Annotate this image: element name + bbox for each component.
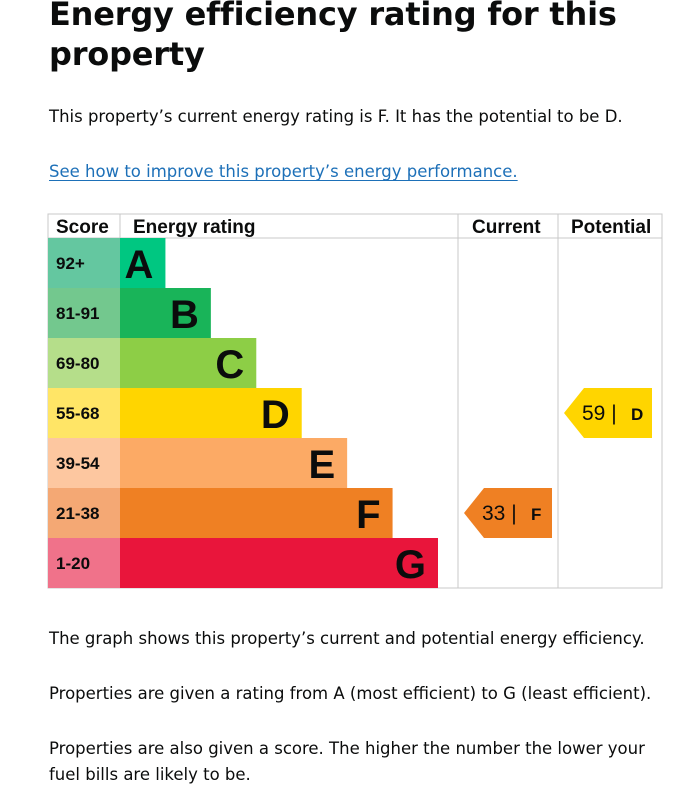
score-label-e: 39-54 xyxy=(56,454,100,473)
header-energy-rating: Energy rating xyxy=(133,217,255,238)
band-bar-e xyxy=(120,438,348,488)
epc-rating-chart: Score Energy rating Current Potential 92+ A 81… xyxy=(47,213,663,589)
note-graph: The graph shows this property’s current … xyxy=(49,629,645,648)
score-label-f: 21-38 xyxy=(56,504,99,523)
header-score: Score xyxy=(56,217,109,238)
improve-energy-link[interactable]: See how to improve this property’s energ… xyxy=(49,162,518,181)
band-letter-f: F xyxy=(356,493,380,537)
score-cell-f xyxy=(48,488,120,538)
score-label-a: 92+ xyxy=(56,254,85,273)
current-rating-score: 33 | xyxy=(482,502,517,525)
score-cell-e xyxy=(48,438,120,488)
band-bar-f xyxy=(120,488,393,538)
score-label-b: 81-91 xyxy=(56,304,99,323)
band-letter-e: E xyxy=(308,443,335,487)
band-bar-a xyxy=(120,238,166,288)
score-label-d: 55-68 xyxy=(56,404,99,423)
band-bar-d xyxy=(120,388,302,438)
score-cell-a xyxy=(48,238,120,288)
score-label-g: 1-20 xyxy=(56,554,90,573)
current-rating-letter: F xyxy=(531,505,541,524)
improve-link-paragraph: See how to improve this property’s energ… xyxy=(49,159,669,185)
potential-rating-arrow xyxy=(564,388,652,438)
intro-text: This property’s current energy rating is… xyxy=(49,107,623,126)
header-potential: Potential xyxy=(571,217,651,238)
score-cell-g xyxy=(48,538,120,588)
band-bar-g xyxy=(120,538,438,588)
note-score: Properties are also given a score. The h… xyxy=(49,739,645,784)
current-rating-arrow xyxy=(464,488,552,538)
header-current: Current xyxy=(472,217,541,238)
band-bar-c xyxy=(120,338,257,388)
score-cell-b xyxy=(48,288,120,338)
band-letter-c: C xyxy=(215,343,244,387)
score-cell-c xyxy=(48,338,120,388)
band-letter-b: B xyxy=(170,293,199,337)
band-bar-b xyxy=(120,288,211,338)
note-rating-scale: Properties are given a rating from A (mo… xyxy=(49,684,652,703)
band-letter-g: G xyxy=(395,543,426,587)
potential-rating-letter: D xyxy=(631,405,643,424)
page-title: Energy efficiency rating for this proper… xyxy=(49,0,617,73)
potential-rating-score: 59 | xyxy=(582,402,617,425)
score-label-c: 69-80 xyxy=(56,354,99,373)
score-cell-d xyxy=(48,388,120,438)
band-letter-a: A xyxy=(125,243,154,287)
band-letter-d: D xyxy=(261,393,290,437)
